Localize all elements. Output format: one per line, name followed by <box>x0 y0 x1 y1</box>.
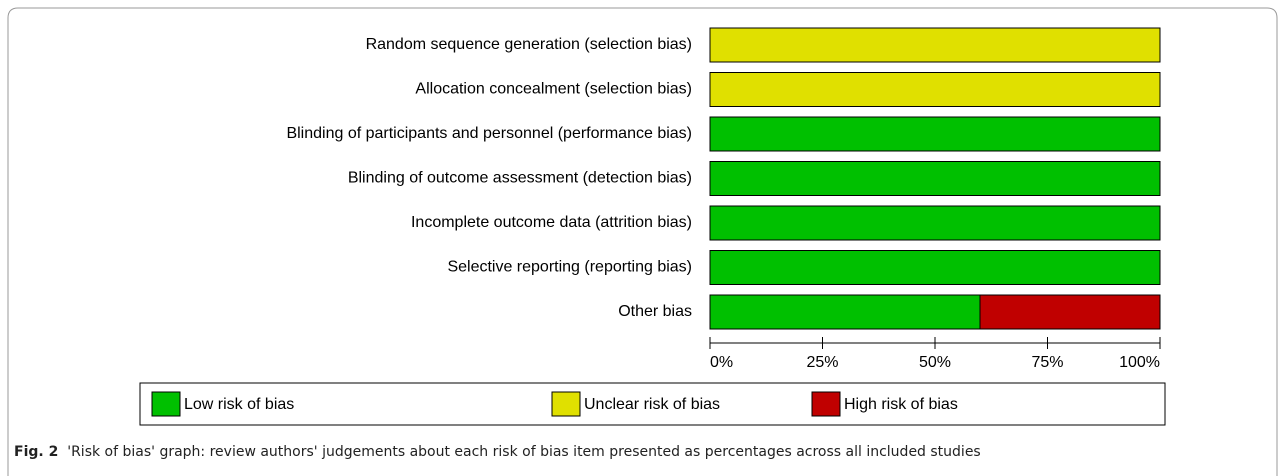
legend-box <box>139 382 1166 426</box>
bar-segment <box>709 161 1161 196</box>
figure-border <box>7 7 1278 476</box>
x-tick-label: 75% <box>1031 354 1063 371</box>
bar-segment <box>709 27 1161 63</box>
legend-swatch <box>811 391 841 417</box>
bar-segment <box>709 294 981 330</box>
legend-swatch <box>551 391 581 417</box>
category-label: Blinding of participants and personnel (… <box>286 125 692 142</box>
caption: Fig. 2 'Risk of bias' graph: review auth… <box>14 444 981 460</box>
legend-label: Low risk of bias <box>184 396 294 413</box>
caption-label: Fig. 2 <box>14 444 59 460</box>
legend-swatch <box>151 391 181 417</box>
x-tick-label: 0% <box>710 354 733 371</box>
x-tick-label: 50% <box>919 354 951 371</box>
category-label: Other bias <box>618 303 692 320</box>
x-tick-label: 100% <box>1119 354 1160 371</box>
category-label: Allocation concealment (selection bias) <box>415 81 692 98</box>
bar-segment <box>709 116 1161 152</box>
caption-text: 'Risk of bias' graph: review authors' ju… <box>67 444 981 460</box>
bar-segment <box>709 205 1161 241</box>
x-tick-label: 25% <box>806 354 838 371</box>
category-label: Random sequence generation (selection bi… <box>366 36 692 53</box>
bar-segment <box>709 72 1161 107</box>
bar-segment <box>709 250 1161 285</box>
category-label: Blinding of outcome assessment (detectio… <box>348 170 692 187</box>
category-label: Incomplete outcome data (attrition bias) <box>411 214 692 231</box>
bar-segment <box>979 294 1161 330</box>
legend-label: Unclear risk of bias <box>584 396 720 413</box>
category-label: Selective reporting (reporting bias) <box>447 259 692 276</box>
legend-label: High risk of bias <box>844 396 958 413</box>
